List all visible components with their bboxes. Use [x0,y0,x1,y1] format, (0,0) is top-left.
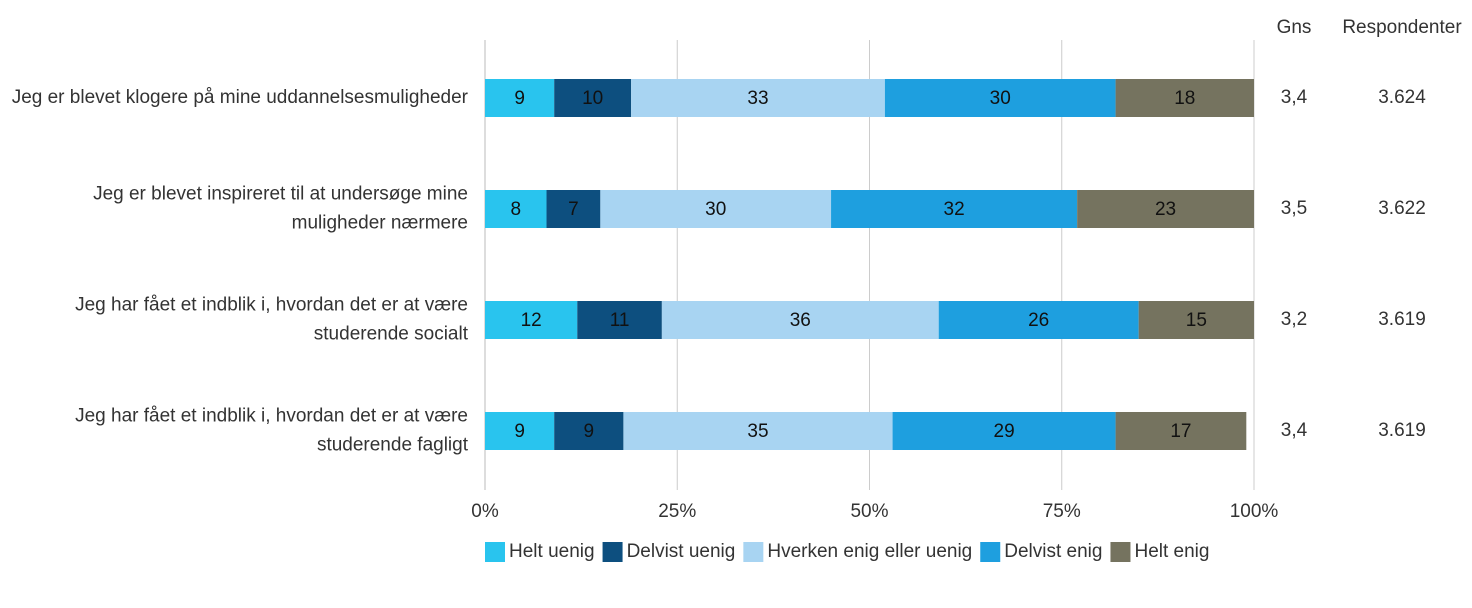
x-tick-label: 25% [658,501,696,522]
data-label: 35 [747,421,768,442]
bar-segment [661,301,939,339]
bar-segment [1115,79,1254,117]
bar-segment [1115,412,1247,450]
bar-segment [600,190,832,228]
data-label: 11 [610,310,630,331]
bar-segment [938,301,1139,339]
x-tick-label: 75% [1043,501,1081,522]
data-label: 30 [990,88,1011,109]
column-value: 3,4 [1281,420,1308,441]
bar-segment [554,412,624,450]
data-label: 10 [582,88,603,109]
category-label: Jeg har fået et indblik i, hvordan det e… [75,295,469,345]
data-label: 30 [705,199,726,220]
data-label: 9 [584,421,595,442]
legend-swatch [743,542,764,562]
bar-segment [485,190,547,228]
column-value: 3.619 [1378,420,1426,441]
data-label: 23 [1155,199,1176,220]
data-label: 29 [994,421,1015,442]
x-tick-label: 100% [1230,501,1279,522]
column-value: 3,4 [1281,87,1308,108]
data-label: 8 [510,199,521,220]
bar-segment [831,190,1078,228]
bar-segment [485,79,555,117]
data-label: 17 [1170,421,1191,442]
column-value: 3,5 [1281,198,1307,219]
legend-label: Helt uenig [509,541,595,562]
category-label: Jeg er blevet klogere på mine uddannelse… [12,87,469,108]
bar-segment [554,79,632,117]
bar-segment [631,79,885,117]
bar-segment [577,301,662,339]
data-label: 9 [514,421,525,442]
data-label: 7 [568,199,579,220]
bar-segment [884,79,1116,117]
category-label: Jeg har fået et indblik i, hvordan det e… [75,406,469,456]
legend-swatch [485,542,505,562]
x-tick-label: 50% [850,501,888,522]
x-tick-label: 0% [471,501,499,522]
data-label: 26 [1028,310,1049,331]
column-value: 3.624 [1378,87,1426,108]
data-label: 32 [944,199,965,220]
column-value: 3.622 [1378,198,1426,219]
legend-label: Hverken enig eller uenig [767,541,972,562]
bar-segment [892,412,1116,450]
data-label: 36 [790,310,811,331]
legend-label: Delvist uenig [627,541,736,562]
data-label: 12 [521,310,542,331]
data-label: 18 [1174,88,1195,109]
bar-segment [485,412,555,450]
bar-segment [546,190,601,228]
legend-swatch [980,542,1001,562]
column-value: 3.619 [1378,309,1426,330]
data-label: 15 [1186,310,1207,331]
data-label: 9 [514,88,525,109]
category-label: Jeg er blevet inspireret til at undersøg… [93,184,468,234]
column-value: 3,2 [1281,309,1307,330]
legend-label: Delvist enig [1004,541,1102,562]
bar-segment [485,301,578,339]
bar-segment [1077,190,1254,228]
column-header: Gns [1277,17,1312,38]
legend-swatch [602,542,623,562]
column-header: Respondenter [1342,17,1462,38]
legend-label: Helt enig [1134,541,1209,562]
bar-segment [623,412,893,450]
legend-swatch [1110,542,1131,562]
data-label: 33 [747,88,768,109]
bar-segment [1138,301,1254,339]
